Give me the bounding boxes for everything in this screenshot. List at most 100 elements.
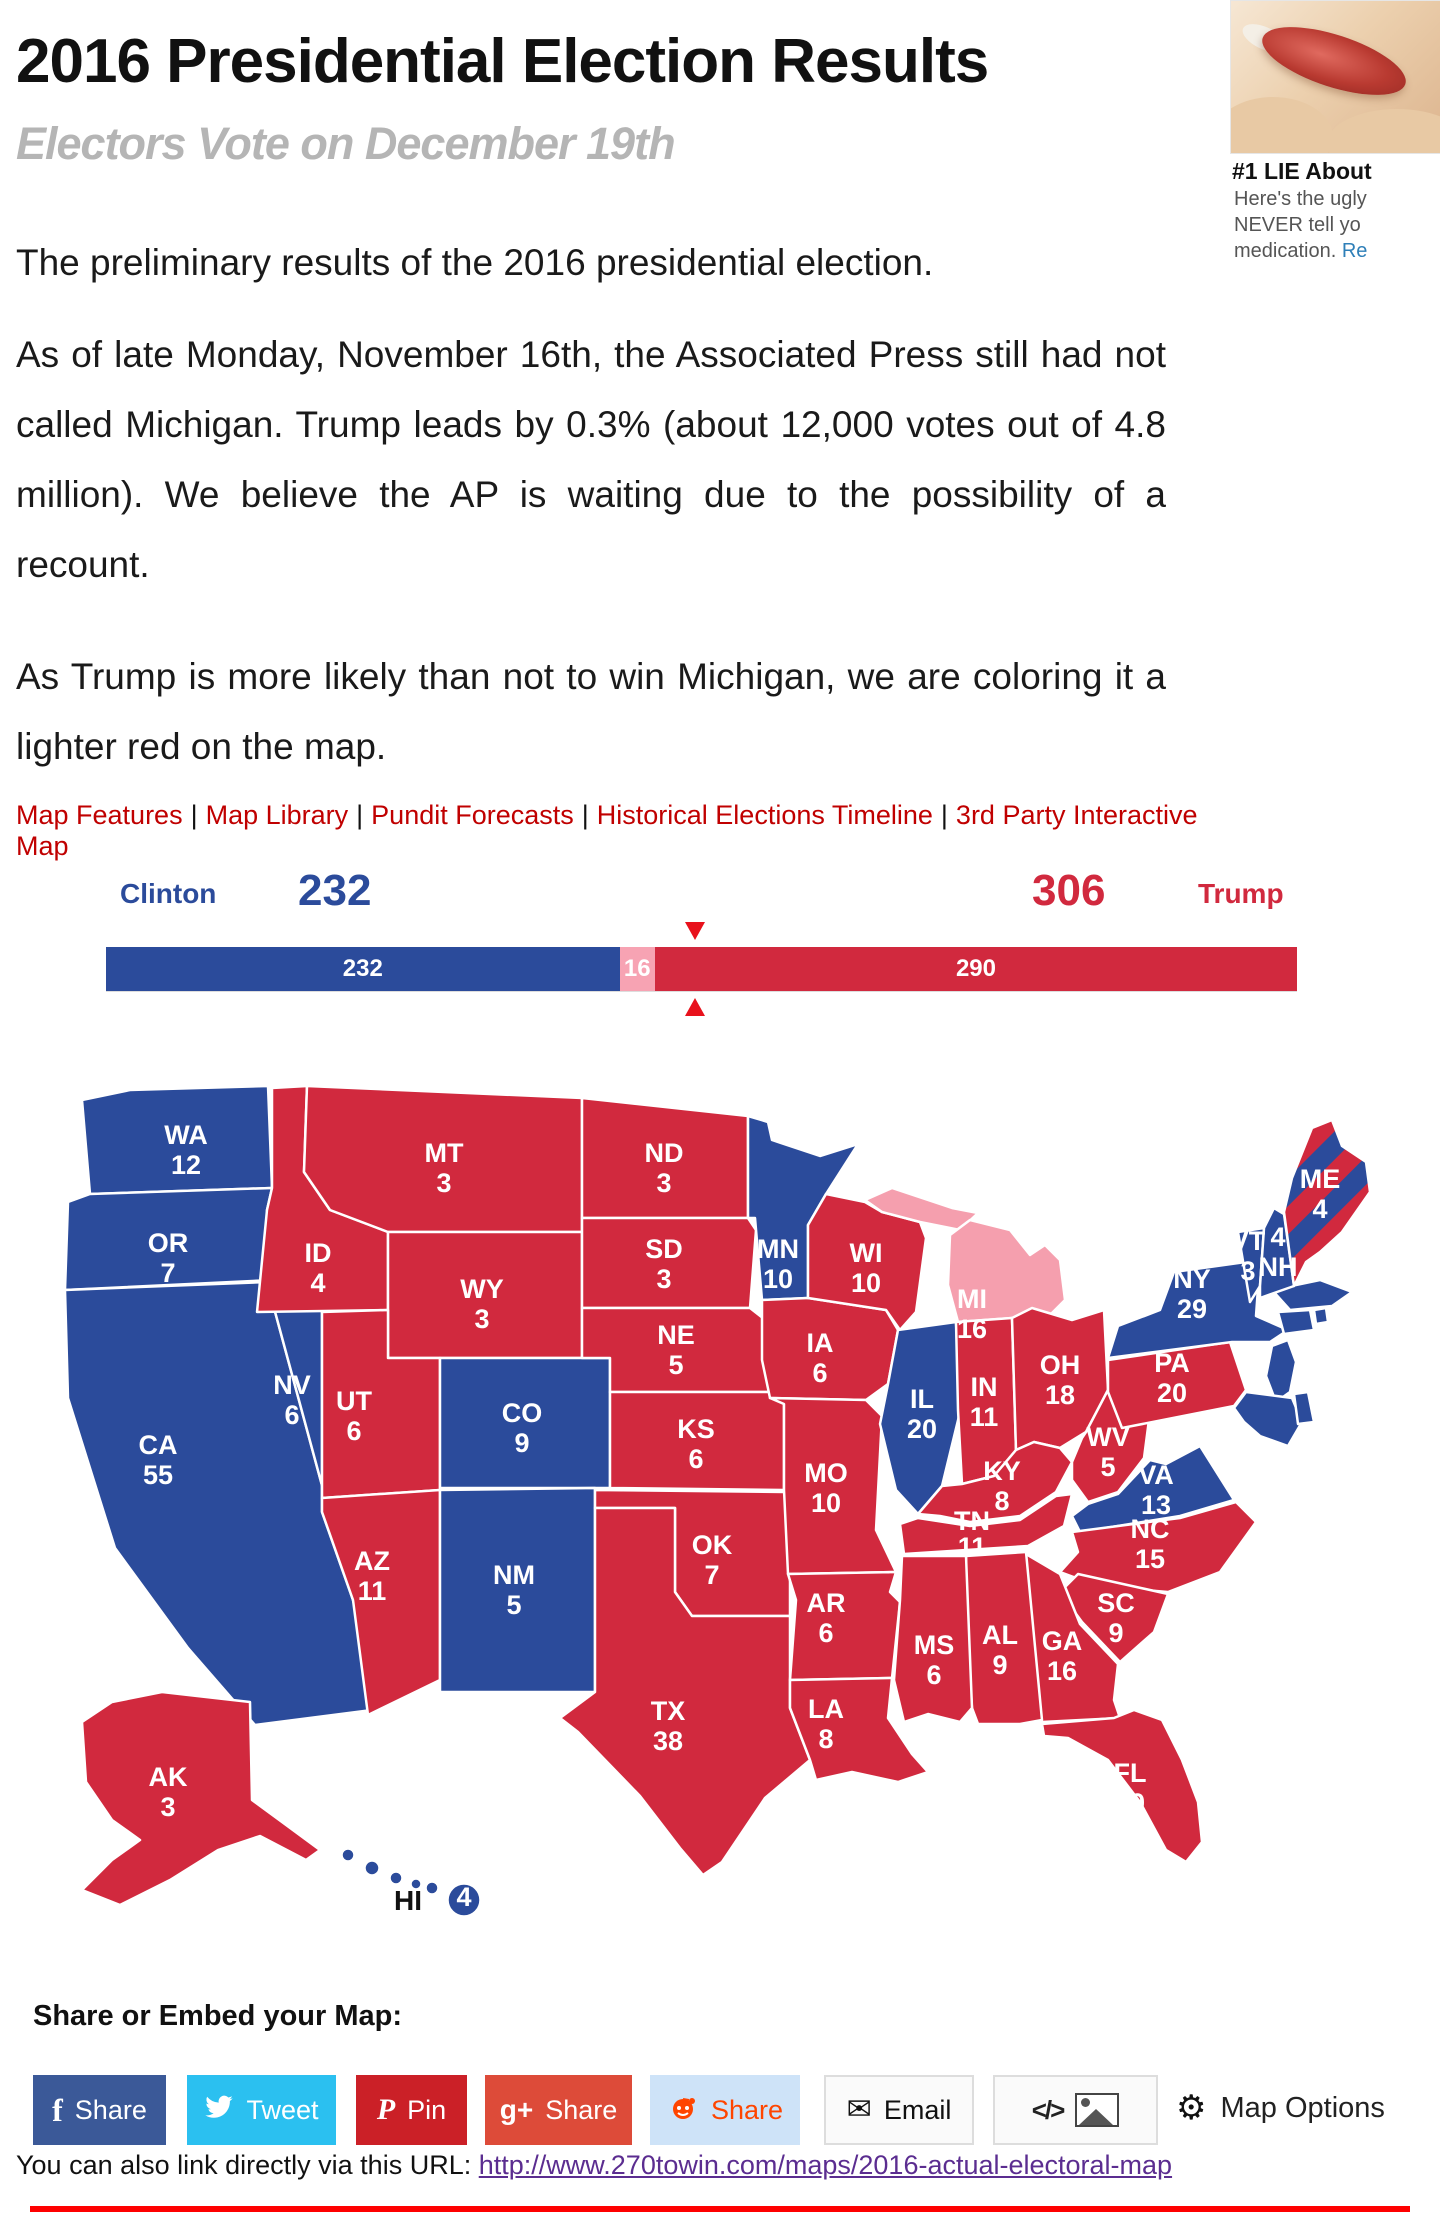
code-icon: </> — [1031, 2094, 1066, 2125]
email-label: Email — [883, 2094, 952, 2125]
reddit-share-button[interactable]: Share — [650, 2075, 800, 2145]
state-wa[interactable] — [80, 1084, 274, 1196]
ad-illustration[interactable] — [1230, 0, 1440, 154]
reddit-alien-icon — [667, 2091, 699, 2130]
gear-icon: ⚙ — [1176, 2089, 1207, 2127]
state-hi[interactable] — [341, 1848, 481, 1917]
state-label-wy: WY 3 — [460, 1274, 504, 1334]
state-fl[interactable] — [1040, 1708, 1204, 1864]
state-label-nm: NM 5 — [493, 1560, 535, 1620]
state-label-pa: PA 20 — [1154, 1348, 1190, 1408]
facebook-share-button[interactable]: f Share — [33, 2075, 166, 2145]
state-label-ky: KY 8 — [983, 1456, 1021, 1516]
nav-link-map-library[interactable]: Map Library — [205, 800, 349, 830]
page-subtitle: Electors Vote on December 19th — [16, 118, 676, 169]
state-nc[interactable] — [1058, 1500, 1258, 1594]
state-label-wa: WA 12 — [164, 1120, 208, 1180]
state-label-nc: NC 15 — [1131, 1514, 1170, 1574]
state-label-il: IL 20 — [907, 1384, 937, 1444]
direct-url-line: You can also link directly via this URL:… — [16, 2150, 1172, 2181]
state-label-ia: IA 6 — [807, 1328, 834, 1388]
state-label-va: VA 13 — [1138, 1460, 1174, 1520]
state-nj[interactable] — [1264, 1338, 1298, 1404]
map-url-link[interactable]: http://www.270towin.com/maps/2016-actual… — [478, 2150, 1173, 2180]
state-label-ak: AK 3 — [149, 1762, 188, 1822]
nav-link-map-features[interactable]: Map Features — [16, 800, 183, 830]
ad-text-line: Here's the ugly — [1234, 188, 1367, 210]
state-label-mn: MN 10 — [757, 1234, 799, 1294]
us-map: HI WA 12 OR 7 CA 55 NV 6 ID 4 MT 3 WY 3 UT 6 CO 9 AZ 11 NM 5 N… — [63, 1084, 1372, 1917]
state-tx[interactable] — [558, 1506, 812, 1877]
googleplus-icon: g+ — [499, 2094, 534, 2125]
clinton-total: 232 — [298, 866, 372, 915]
state-label-nd: ND 3 — [645, 1138, 684, 1198]
electoral-map-area: HI WA 12 OR 7 CA 55 NV 6 ID 4 MT 3 WY 3 UT 6 CO 9 AZ 11 NM 5 N… — [20, 1060, 1420, 1930]
state-tn[interactable] — [898, 1492, 1074, 1556]
nav-link-3rd-party-interactive-map[interactable]: 3rd Party Interactive Map — [16, 800, 1198, 861]
email-button[interactable]: ✉ Email — [824, 2075, 974, 2145]
googleplus-share-button[interactable]: g+ Share — [485, 2075, 632, 2145]
state-la[interactable] — [788, 1676, 930, 1784]
state-ak[interactable] — [80, 1690, 322, 1907]
bar-segment: 232 — [106, 947, 620, 991]
majority-marker-top — [685, 922, 705, 940]
state-ri[interactable] — [1312, 1306, 1330, 1326]
twitter-tweet-button[interactable]: Tweet — [187, 2075, 336, 2145]
state-label-ks: KS 6 — [677, 1414, 715, 1474]
footer-divider — [30, 2206, 1410, 2212]
state-label-wv: WV 5 — [1086, 1422, 1130, 1482]
state-ky[interactable] — [916, 1440, 1074, 1524]
sidebar-ad[interactable]: #1 LIE About Here's the ugly NEVER tell … — [1230, 0, 1440, 268]
ad-headline[interactable]: #1 LIE About — [1232, 158, 1372, 184]
map-options-label: Map Options — [1220, 2091, 1385, 2124]
state-label-fl: FL 29 — [1114, 1758, 1147, 1818]
state-md[interactable] — [1232, 1390, 1304, 1448]
tweet-label: Tweet — [246, 2094, 319, 2125]
state-label-tx: TX 38 — [651, 1696, 686, 1756]
state-label-ar: AR 6 — [807, 1588, 846, 1648]
nav-link-pundit-forecasts[interactable]: Pundit Forecasts — [371, 800, 574, 830]
state-label-la: LA 8 — [808, 1694, 844, 1754]
state-mi-upper[interactable] — [863, 1186, 980, 1232]
trump-total: 306 — [1032, 866, 1106, 915]
state-label-ny: NY 29 — [1173, 1264, 1211, 1324]
facebook-icon: f — [52, 2091, 63, 2128]
pin-label: Pin — [407, 2094, 447, 2125]
majority-marker-bottom — [685, 998, 705, 1016]
ad-text-line: NEVER tell yo — [1234, 214, 1361, 236]
state-me[interactable] — [1282, 1118, 1372, 1288]
trump-label: Trump — [1198, 878, 1284, 909]
state-de[interactable] — [1292, 1390, 1316, 1426]
state-label-mt: MT 3 — [425, 1138, 464, 1198]
nav-link-historical-elections-timeline[interactable]: Historical Elections Timeline — [596, 800, 933, 830]
nav-separator: | — [581, 800, 589, 830]
state-label-sc: SC 9 — [1097, 1588, 1135, 1648]
state-label-in: IN 11 — [970, 1372, 999, 1432]
state-label-nv: NV 6 — [273, 1370, 311, 1430]
state-ms[interactable] — [892, 1554, 974, 1724]
state-mi[interactable] — [946, 1218, 1067, 1324]
intro-paragraph: The preliminary results of the 2016 pres… — [16, 242, 934, 283]
page-title: 2016 Presidential Election Results — [16, 27, 989, 96]
state-ct[interactable] — [1276, 1308, 1316, 1336]
nav-separator: | — [356, 800, 364, 830]
clinton-label: Clinton — [120, 878, 217, 909]
state-label-me: ME 4 — [1300, 1164, 1341, 1224]
embed-button[interactable]: </> — [993, 2075, 1158, 2145]
body-paragraph-coloring: As Trump is more likely than not to win … — [16, 656, 1166, 767]
map-options-control[interactable]: ⚙ Map Options — [1176, 2088, 1385, 2128]
image-icon — [1075, 2093, 1120, 2127]
nav-separator: | — [190, 800, 198, 830]
state-label-al: AL 9 — [982, 1620, 1018, 1680]
bar-segment: 290 — [654, 947, 1297, 991]
pinterest-pin-button[interactable]: P Pin — [356, 2075, 467, 2145]
electoral-vote-bar: 232 16 290 — [106, 947, 1297, 991]
state-label-ms: MS 6 — [914, 1630, 955, 1690]
state-label-ne: NE 5 — [657, 1320, 695, 1380]
state-label-ut: UT 6 — [336, 1386, 372, 1446]
ad-read-more-link[interactable]: Re — [1341, 240, 1368, 262]
ad-text-line: medication. Re — [1234, 240, 1368, 262]
state-sd[interactable] — [580, 1216, 758, 1310]
envelope-icon: ✉ — [846, 2093, 872, 2126]
